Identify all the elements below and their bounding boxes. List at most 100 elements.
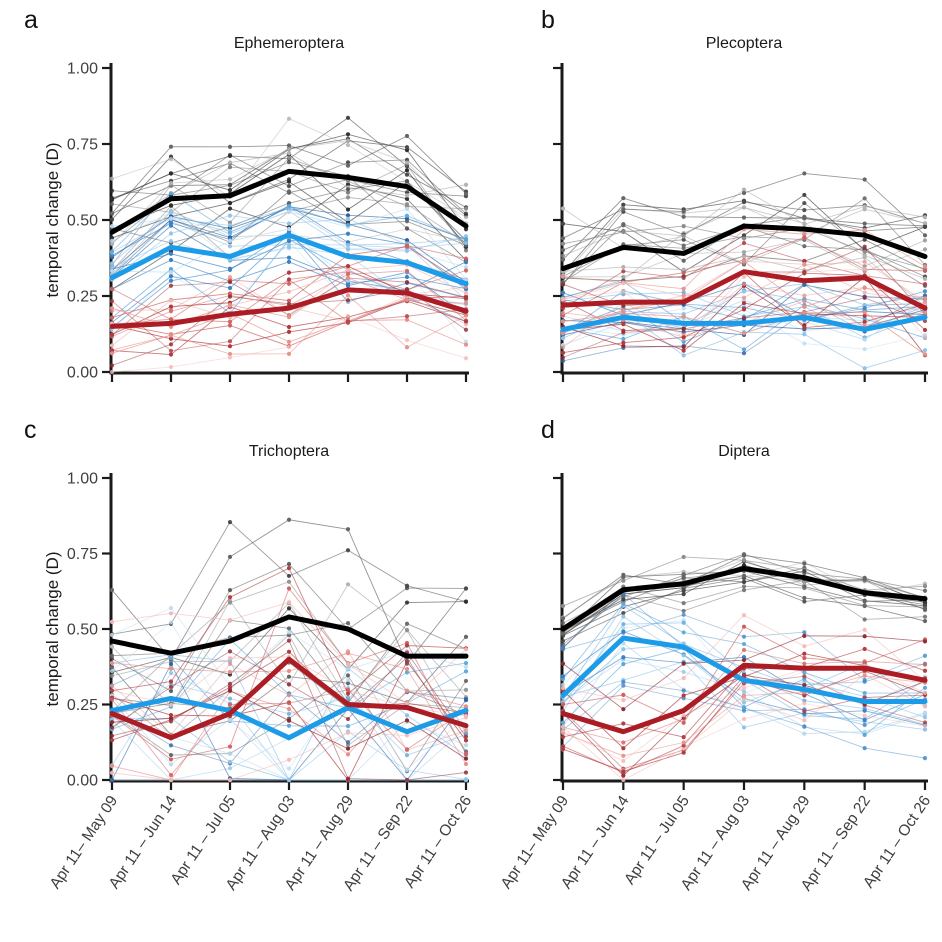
data-point-red (560, 282, 566, 287)
data-point-red (802, 299, 807, 304)
data-point-gray (227, 183, 233, 188)
data-point-gray (345, 527, 351, 532)
data-point-blue (404, 206, 410, 212)
data-point-gray (286, 143, 292, 148)
data-point-red (621, 281, 626, 286)
data-point-blue (741, 708, 747, 713)
data-point-blue (227, 766, 233, 771)
data-point-gray (286, 147, 292, 152)
data-point-red (286, 277, 292, 282)
data-point-blue (109, 632, 115, 638)
data-point-red (109, 619, 115, 624)
data-point-gray (345, 160, 351, 165)
data-point-blue (345, 667, 351, 672)
data-point-red (621, 692, 626, 698)
data-point-gray (560, 638, 566, 644)
data-point-red (741, 696, 747, 702)
data-point-blue (109, 716, 115, 722)
panel-b (553, 63, 928, 382)
data-point-gray (560, 236, 566, 241)
data-point-red (463, 313, 469, 318)
data-point-red (168, 702, 174, 708)
data-point-red (227, 681, 233, 686)
data-point-red (741, 307, 747, 312)
data-point-red (404, 701, 410, 706)
data-point-gray (404, 168, 410, 173)
data-point-red (286, 351, 292, 356)
data-point-gray (862, 617, 867, 622)
data-point-gray (681, 209, 686, 214)
data-point-blue (109, 668, 115, 674)
data-point-gray (109, 656, 115, 661)
data-point-red (621, 303, 626, 308)
data-point-gray (286, 579, 292, 584)
data-point-blue (345, 695, 351, 700)
data-point-red (227, 685, 233, 690)
data-point-red (560, 725, 566, 730)
data-point-gray (922, 247, 928, 252)
data-point-red (227, 351, 233, 357)
data-point-red (404, 643, 410, 648)
data-point-gray (560, 257, 566, 262)
data-point-gray (862, 603, 867, 609)
data-point-red (345, 716, 351, 722)
data-point-gray (404, 160, 410, 165)
data-point-blue (227, 238, 233, 243)
data-point-red (463, 296, 469, 301)
panel-d-title: Diptera (718, 443, 770, 460)
data-point-red (681, 746, 686, 751)
data-point-gray (741, 215, 747, 220)
data-point-red (227, 319, 233, 324)
data-point-gray (862, 237, 867, 242)
data-point-red (227, 669, 233, 675)
data-point-red (345, 662, 351, 667)
data-point-blue (560, 682, 566, 687)
data-point-gray (560, 241, 566, 246)
data-point-red (109, 770, 115, 775)
data-point-blue (286, 238, 292, 244)
data-point-red (109, 697, 115, 702)
data-point-gray (168, 180, 174, 186)
data-point-gray (681, 608, 686, 614)
data-point-blue (168, 662, 174, 667)
data-point-gray (802, 171, 807, 176)
data-point-red (109, 369, 115, 375)
y-tick-label: 1.00 (67, 471, 98, 488)
data-point-blue (621, 614, 626, 619)
data-point-gray (463, 215, 469, 220)
data-point-gray (168, 171, 174, 176)
data-point-red (862, 627, 867, 632)
data-point-blue (922, 348, 928, 353)
data-point-blue (404, 216, 410, 221)
data-point-blue (862, 717, 867, 723)
mean-black (560, 566, 928, 632)
data-point-red (168, 309, 174, 314)
data-point-blue (862, 729, 867, 734)
data-point-blue (109, 253, 115, 258)
data-point-blue (109, 777, 115, 783)
data-point-blue (109, 268, 115, 274)
y-tick-label: 0.75 (67, 137, 98, 154)
data-point-gray (168, 752, 174, 758)
mean-blue (560, 635, 928, 704)
data-point-blue (345, 213, 351, 218)
data-point-gray (404, 145, 410, 150)
data-point-red (463, 738, 469, 743)
thin-line-gray (111, 674, 467, 772)
data-point-red (404, 297, 410, 302)
data-point-gray (862, 255, 867, 260)
data-point-blue (681, 688, 686, 693)
data-point-red (463, 290, 469, 296)
data-point-red (227, 294, 233, 299)
mean-black (109, 168, 469, 235)
data-point-gray (168, 203, 174, 208)
mean-black (109, 614, 469, 659)
data-point-red (168, 611, 174, 616)
data-point-gray (922, 224, 928, 230)
data-point-gray (741, 190, 747, 196)
data-point-gray (227, 201, 233, 206)
data-point-gray (286, 626, 292, 631)
y-tick-label: 0.25 (67, 289, 98, 306)
data-point-red (463, 728, 469, 733)
